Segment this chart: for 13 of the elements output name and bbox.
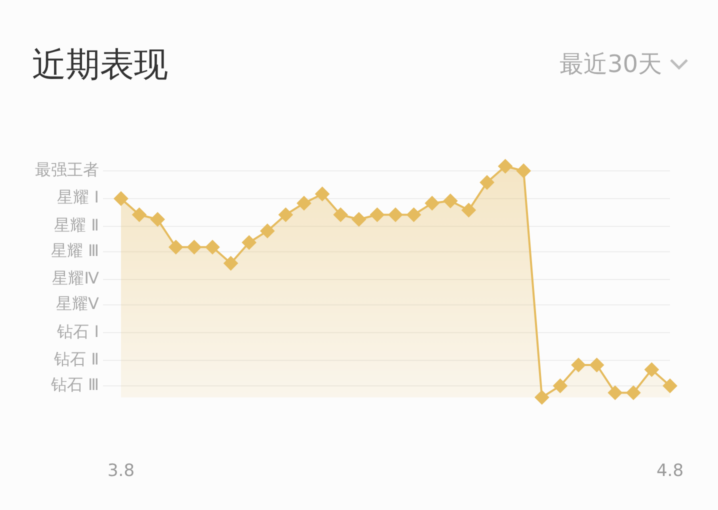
ref-line-label: 钻石 Ⅱ (53, 350, 99, 369)
ref-line-label: 星耀 Ⅰ (57, 188, 99, 207)
ref-line-label: 星耀Ⅴ (56, 294, 100, 314)
ref-line-label: 钻石 Ⅰ (56, 322, 99, 341)
x-tick-label: 4.8 (656, 461, 684, 482)
text: 最近30天 (559, 49, 662, 80)
ref-line-label: 最强王者 (35, 160, 99, 180)
ref-line-label: 星耀Ⅳ (52, 268, 100, 288)
chart-title: 近期表现 (32, 44, 168, 87)
x-tick-label: 3.8 (107, 461, 135, 482)
ref-line-label: 星耀 Ⅲ (50, 240, 99, 260)
ref-line-label: 星耀 Ⅱ (54, 215, 99, 234)
ref-line-label: 钻石 Ⅲ (50, 374, 99, 394)
